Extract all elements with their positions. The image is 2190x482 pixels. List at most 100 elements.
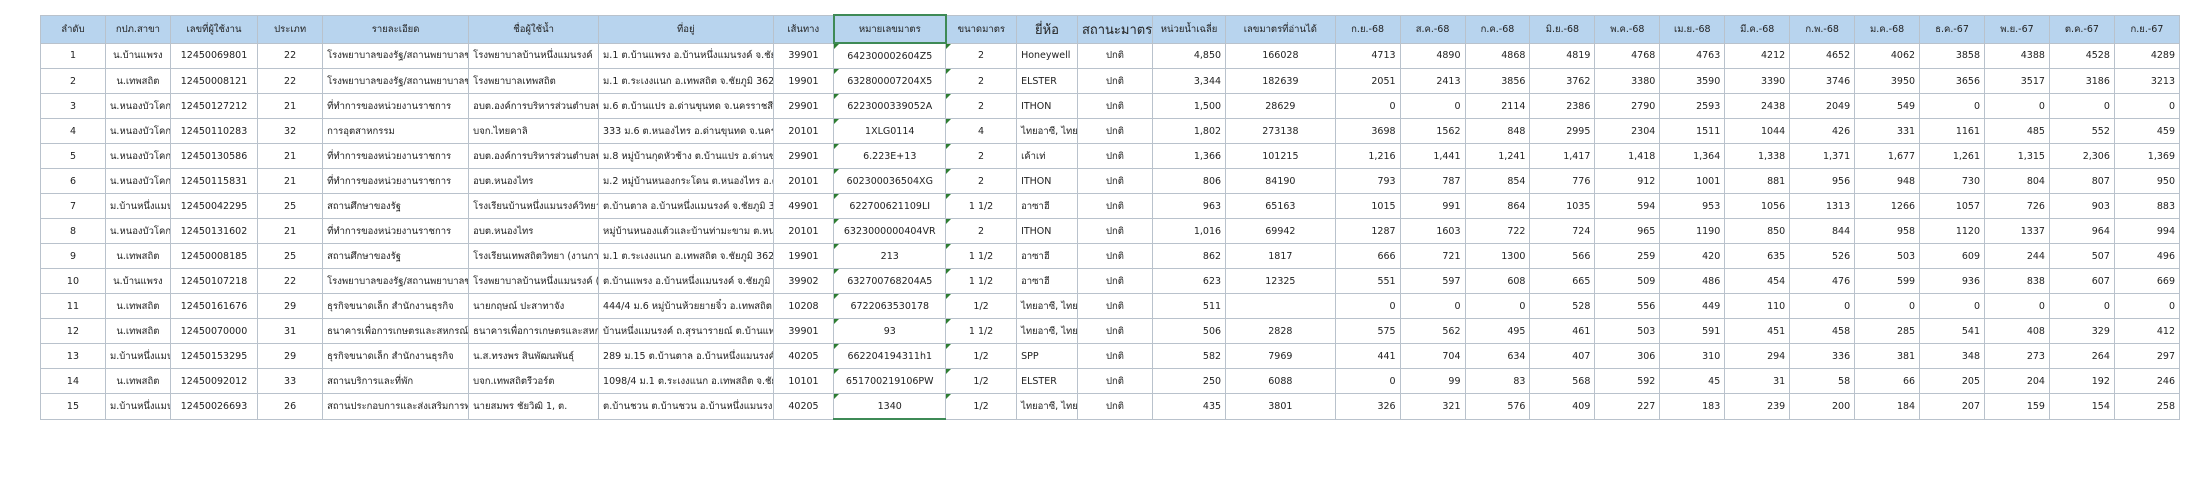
col-route-cell[interactable]: 39901 [772,318,835,344]
col-address-cell[interactable]: ม.2 หมู่บ้านหนองกระโดน ต.หนองไทร อ.ด่านข… [598,168,774,194]
header-col-user-no[interactable]: เลขที่ผู้ใช้งาน [169,14,259,44]
col-sep-68-cell[interactable]: 1015 [1334,193,1401,219]
col-avg-units-cell[interactable]: 435 [1152,393,1227,420]
col-jan-68-cell[interactable]: 381 [1854,343,1921,369]
col-jun-68-cell[interactable]: 409 [1529,393,1596,420]
header-col-jul-68[interactable]: ก.ค.-68 [1464,14,1531,44]
col-apr-68-cell[interactable]: 4763 [1659,42,1726,69]
table-row[interactable]: 9 น.เทพสถิต 12450008185 25 สถานศึกษาของรัฐ โร… [40,243,2181,269]
col-meter-reading-cell[interactable]: 3801 [1225,393,1336,420]
col-mar-68-cell[interactable]: 454 [1724,268,1791,294]
col-customer-name-cell[interactable]: โรงพยาบาลบ้านหนึ่งแมนรงค์ [468,42,600,69]
col-sep-67-cell[interactable]: 669 [2113,268,2181,294]
col-meter-no-cell[interactable]: 93 [833,318,947,344]
col-apr-68-cell[interactable]: 2593 [1659,93,1726,119]
col-branch-cell[interactable]: น.เทพสถิต [104,243,171,269]
col-dec-67-cell[interactable]: 1057 [1919,193,1986,219]
col-brand-cell[interactable]: ไทยอาซี, ไทยอาซี [1016,293,1078,319]
col-avg-units-cell[interactable]: 963 [1152,193,1227,219]
col-address-cell[interactable]: 1098/4 ม.1 ต.ระเงงแนก อ.เทพสถิต จ.ชัยภูม… [598,368,774,394]
col-may-68-cell[interactable]: 1,418 [1594,143,1661,169]
col-address-cell[interactable]: ม.1 ต.บ้านแพรง อ.บ้านหนึ่งแมนรงค์ จ.ชัยภ… [598,42,774,69]
col-oct-67-cell[interactable]: 807 [2048,168,2115,194]
col-customer-name-cell[interactable]: อบต.องค์การบริหารส่วนตำบลบ้านแปร [468,93,600,119]
col-type-cell[interactable]: 21 [257,218,324,244]
col-avg-units-cell[interactable]: 806 [1152,168,1227,194]
col-user-no-cell[interactable]: 12450110283 [169,118,259,144]
col-user-no-cell[interactable]: 12450115831 [169,168,259,194]
col-feb-68-cell[interactable]: 4652 [1789,42,1856,69]
col-nov-67-cell[interactable]: 4388 [1984,42,2050,69]
col-user-no-cell[interactable]: 12450131602 [169,218,259,244]
table-row[interactable]: 14 น.เทพสถิต 12450092012 33 สถานบริการและที่… [40,368,2181,394]
col-nov-67-cell[interactable]: 804 [1984,168,2050,194]
col-sep-68-cell[interactable]: 551 [1334,268,1401,294]
col-branch-cell[interactable]: น.หนองบัวโคก [104,118,171,144]
col-dec-67-cell[interactable]: 1120 [1919,218,1986,244]
col-detail-cell[interactable]: โรงพยาบาลของรัฐ/สถานพยาบาลของรัฐ [322,68,470,94]
col-sep-68-cell[interactable]: 2051 [1334,68,1401,94]
col-user-no-cell[interactable]: 12450069801 [169,42,259,69]
header-col-brand[interactable]: ยี่ห้อ [1016,14,1078,44]
col-jun-68-cell[interactable]: 2995 [1529,118,1596,144]
col-may-68-cell[interactable]: 4768 [1594,42,1661,69]
col-jul-68-cell[interactable]: 722 [1464,218,1531,244]
col-sep-67-cell[interactable]: 412 [2113,318,2181,344]
col-type-cell[interactable]: 21 [257,143,324,169]
col-mar-68-cell[interactable]: 110 [1724,293,1791,319]
col-customer-name-cell[interactable]: โรงพยาบาลเทพสถิต [468,68,600,94]
col-customer-name-cell[interactable]: อบต.หนองไทร [468,168,600,194]
col-sep-68-cell[interactable]: 4713 [1334,42,1401,69]
col-jan-68-cell[interactable]: 331 [1854,118,1921,144]
header-col-detail[interactable]: รายละเอียด [322,14,470,44]
col-type-cell[interactable]: 25 [257,193,324,219]
col-meter-no-cell[interactable]: 6223000339052A [833,93,947,119]
col-jun-68-cell[interactable]: 776 [1529,168,1596,194]
col-brand-cell[interactable]: ELSTER [1016,368,1078,394]
col-sep-67-cell[interactable]: 1,369 [2113,143,2181,169]
col-meter-reading-cell[interactable]: 6088 [1225,368,1336,394]
col-meter-size-cell[interactable]: 2 [945,42,1018,69]
col-meter-size-cell[interactable]: 2 [945,68,1018,94]
col-user-no-cell[interactable]: 12450008185 [169,243,259,269]
col-type-cell[interactable]: 21 [257,168,324,194]
col-meter-status-cell[interactable]: ปกติ [1076,68,1154,94]
col-meter-reading-cell[interactable]: 12325 [1225,268,1336,294]
col-jun-68-cell[interactable]: 3762 [1529,68,1596,94]
col-nov-67-cell[interactable]: 159 [1984,393,2050,420]
col-oct-67-cell[interactable]: 2,306 [2048,143,2115,169]
col-sep-67-cell[interactable]: 4289 [2113,42,2181,69]
col-meter-size-cell[interactable]: 1/2 [945,393,1018,420]
col-oct-67-cell[interactable]: 552 [2048,118,2115,144]
col-address-cell[interactable]: ม.6 ต.บ้านแปร อ.ด่านขุนทด จ.นครราชสีมา 3… [598,93,774,119]
col-meter-status-cell[interactable]: ปกติ [1076,243,1154,269]
col-jun-68-cell[interactable]: 461 [1529,318,1596,344]
col-address-cell[interactable]: บ้านหนึ่งแมนรงค์ ถ.สุรนารายณ์ ต.บ้านแพรง [598,318,774,344]
col-branch-cell[interactable]: น.เทพสถิต [104,293,171,319]
col-detail-cell[interactable]: โรงพยาบาลของรัฐ/สถานพยาบาลของรัฐ [322,268,470,294]
col-feb-68-cell[interactable]: 844 [1789,218,1856,244]
col-mar-68-cell[interactable]: 1044 [1724,118,1791,144]
col-meter-size-cell[interactable]: 4 [945,118,1018,144]
table-row[interactable]: 15ม.บ้านหนึ่งแมนรงค์1245002669326สถานประ… [40,393,2181,420]
col-meter-no-cell[interactable]: 632800007204X5 [833,68,947,94]
col-type-cell[interactable]: 25 [257,243,324,269]
col-jul-68-cell[interactable]: 848 [1464,118,1531,144]
header-col-jan-68[interactable]: ม.ค.-68 [1854,14,1921,44]
col-aug-68-cell[interactable]: 321 [1399,393,1466,420]
col-nov-67-cell[interactable]: 204 [1984,368,2050,394]
col-jun-68-cell[interactable]: 528 [1529,293,1596,319]
col-may-68-cell[interactable]: 259 [1594,243,1661,269]
col-detail-cell[interactable]: สถานศึกษาของรัฐ [322,243,470,269]
col-avg-units-cell[interactable]: 1,366 [1152,143,1227,169]
col-meter-status-cell[interactable]: ปกติ [1076,343,1154,369]
col-dec-67-cell[interactable]: 207 [1919,393,1986,420]
col-meter-no-cell[interactable]: 1XLG0114 [833,118,947,144]
table-row[interactable]: 3 น.หนองบัวโคก 12450127212 21 ที่ทำการของหน่… [40,93,2181,119]
col-route-cell[interactable]: 29901 [772,143,835,169]
col-feb-68-cell[interactable]: 1,371 [1789,143,1856,169]
col-nov-67-cell[interactable]: 244 [1984,243,2050,269]
header-col-apr-68[interactable]: เม.ย.-68 [1659,14,1726,44]
col-type-cell[interactable]: 31 [257,318,324,344]
col-jan-68-cell[interactable]: 184 [1854,393,1921,420]
